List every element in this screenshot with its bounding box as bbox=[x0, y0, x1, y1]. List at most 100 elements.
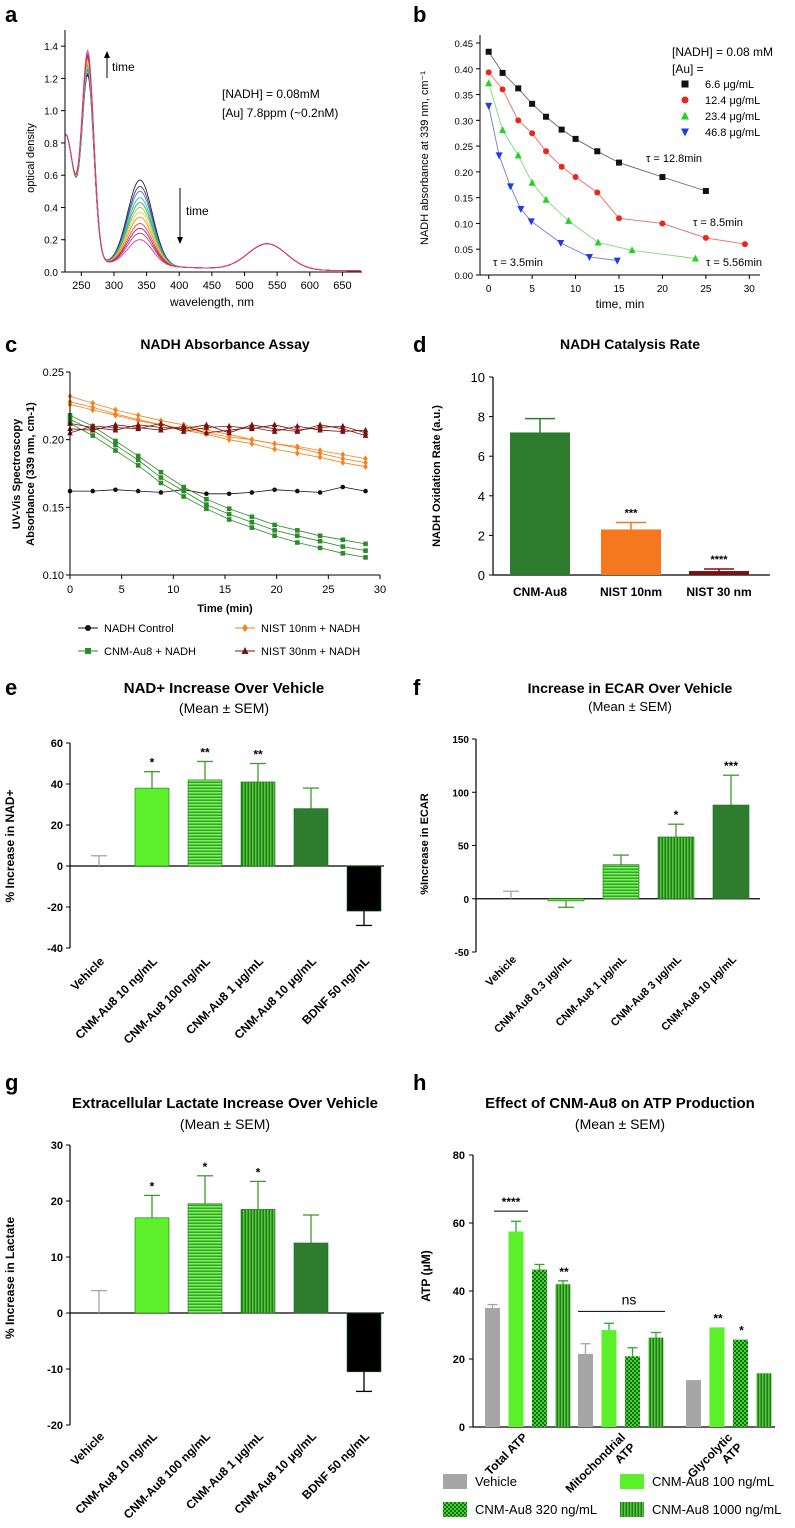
data-point bbox=[363, 555, 368, 560]
panel-b-xtick-label: 10 bbox=[570, 284, 582, 295]
data-point bbox=[363, 541, 368, 547]
data-point bbox=[485, 79, 493, 87]
data-point bbox=[204, 506, 209, 511]
data-point bbox=[363, 548, 368, 553]
series-line-1-2 bbox=[69, 414, 366, 545]
panel-d-ylabel: NADH Oxidation Rate (a.u.) bbox=[431, 405, 443, 547]
data-point bbox=[317, 533, 323, 539]
panel-c-lines bbox=[67, 393, 369, 560]
series-line-2-2 bbox=[69, 404, 366, 459]
bar bbox=[510, 432, 570, 575]
data-point bbox=[529, 100, 536, 107]
data-point bbox=[158, 490, 164, 495]
data-point bbox=[181, 484, 186, 490]
panel-a-xtick-label: 450 bbox=[203, 280, 221, 292]
panel-d-title: NADH Catalysis Rate bbox=[560, 336, 700, 352]
data-point bbox=[317, 426, 323, 433]
data-point bbox=[543, 148, 550, 155]
panel-e: NAD+ Increase Over Vehicle (Mean ± SEM) … bbox=[3, 680, 384, 1047]
data-point bbox=[295, 540, 300, 545]
panel-e-title: NAD+ Increase Over Vehicle bbox=[124, 680, 325, 697]
ytick-label: 40 bbox=[453, 1286, 465, 1298]
category-label: NIST 30 nm bbox=[686, 585, 751, 599]
ytick-label: 50 bbox=[458, 842, 470, 853]
data-point bbox=[616, 215, 622, 222]
data-point bbox=[340, 484, 346, 490]
panel-a-xtick-label: 300 bbox=[105, 280, 123, 292]
series-line-0-0 bbox=[70, 486, 366, 495]
data-point bbox=[90, 433, 96, 438]
data-point bbox=[158, 475, 164, 480]
panel-a-ytick-label: 0.6 bbox=[44, 171, 58, 182]
spectrum-line-0 bbox=[65, 73, 361, 272]
ytick-label: 40 bbox=[51, 779, 63, 791]
category-label: Vehicle bbox=[68, 1429, 107, 1468]
panel-b-xtick-label: 25 bbox=[700, 284, 712, 295]
ytick-label: -20 bbox=[47, 1420, 63, 1432]
legend-label: 46.8 μg/mL bbox=[705, 127, 760, 139]
data-point bbox=[249, 514, 255, 520]
series-line-3-1 bbox=[69, 424, 366, 434]
bar bbox=[346, 1312, 382, 1373]
ytick-label: 8 bbox=[478, 410, 485, 425]
data-point bbox=[340, 451, 346, 458]
panel-label-f: f bbox=[413, 675, 421, 700]
panel-g-subtitle: (Mean ± SEM) bbox=[180, 1116, 270, 1132]
panel-a-ytick-label: 0.0 bbox=[44, 268, 58, 279]
data-point bbox=[135, 417, 141, 425]
panel-c-ytick-label: 0.15 bbox=[43, 502, 64, 514]
panel-a-xtick-label: 650 bbox=[333, 280, 351, 292]
ytick-label: 150 bbox=[452, 735, 469, 746]
significance-label: ** bbox=[559, 1265, 569, 1279]
panel-h-legend: Vehicle CNM-Au8 100 ng/mL CNM-Au8 320 ng/m… bbox=[443, 1474, 781, 1517]
legend-label: CNM-Au8 320 ng/mL bbox=[475, 1502, 597, 1517]
panel-c: NADH Absorbance Assay 0 5 10 15 20 25 30 0.10 0.… bbox=[11, 336, 386, 658]
data-point bbox=[558, 163, 565, 170]
data-point bbox=[659, 220, 666, 227]
data-point bbox=[112, 421, 119, 428]
significance-label: *** bbox=[724, 759, 738, 773]
legend-marker bbox=[85, 648, 91, 654]
panel-b-ytick-label: 0.25 bbox=[455, 142, 474, 153]
data-point bbox=[340, 455, 346, 462]
significance-label: ** bbox=[200, 745, 210, 759]
data-point bbox=[249, 421, 255, 428]
panel-a-ytick-label: 1.4 bbox=[44, 42, 58, 53]
ytick-label: 20 bbox=[51, 1196, 63, 1208]
data-point bbox=[515, 117, 522, 124]
data-point bbox=[659, 174, 666, 181]
panel-a-spectra bbox=[65, 49, 361, 272]
data-point bbox=[340, 551, 346, 556]
panel-a-xtick-label: 250 bbox=[72, 280, 90, 292]
category-label: Vehicle bbox=[484, 954, 519, 989]
category-label: Total ATP bbox=[482, 1430, 530, 1478]
panel-b-ytick-label: 0.00 bbox=[455, 271, 474, 282]
bar bbox=[240, 781, 276, 867]
panel-d-bars: 0 2 4 6 8 10 CNM-Au8 *** NIST 10nm **** NIST 30 nm bbox=[471, 370, 770, 599]
bar bbox=[240, 1209, 276, 1314]
ytick-label: 60 bbox=[51, 738, 63, 750]
data-point bbox=[226, 429, 232, 436]
data-point bbox=[585, 253, 593, 261]
legend-label: 6.6 μg/mL bbox=[705, 79, 754, 91]
legend-label: CNM-Au8 100 ng/mL bbox=[652, 1474, 774, 1489]
series-line-1-1 bbox=[69, 423, 366, 558]
legend-label: NADH Control bbox=[104, 623, 174, 635]
significance-label: * bbox=[150, 1179, 155, 1193]
bar bbox=[187, 1203, 223, 1314]
legend-label: CNM-Au8 + NADH bbox=[104, 646, 196, 658]
bar bbox=[293, 808, 329, 867]
data-point bbox=[272, 522, 277, 528]
data-point bbox=[204, 491, 209, 497]
ytick-label: -50 bbox=[455, 948, 470, 959]
fit-curve-3 bbox=[488, 105, 618, 262]
panel-b-ytick-label: 0.20 bbox=[455, 168, 474, 179]
panel-c-xlabel: Time (min) bbox=[197, 603, 253, 615]
panel-b-legend-header-1: [NADH] = 0.08 mM bbox=[672, 45, 773, 59]
data-point bbox=[317, 453, 323, 461]
ytick-label: 10 bbox=[471, 370, 485, 385]
panel-a-xtick-label: 600 bbox=[301, 280, 319, 292]
bar bbox=[657, 836, 695, 900]
data-point bbox=[340, 537, 346, 543]
